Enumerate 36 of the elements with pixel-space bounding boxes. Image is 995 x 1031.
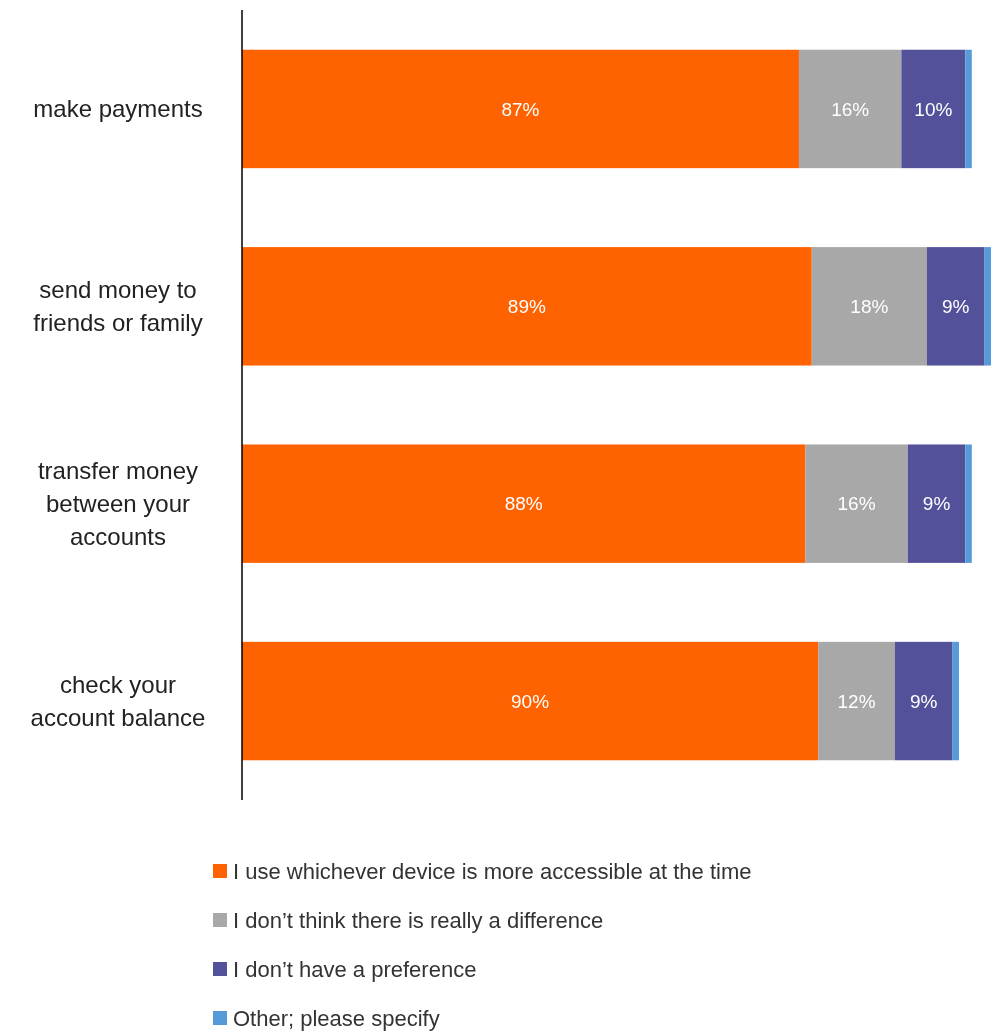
data-label: 89%	[507, 295, 546, 317]
legend-label: I don’t think there is really a difference	[233, 907, 604, 933]
bar	[798, 49, 902, 169]
data-label: 18%	[850, 295, 889, 317]
y-tick-label: make payments	[33, 95, 203, 123]
bar	[926, 247, 985, 366]
bar	[952, 641, 959, 761]
legend-label: Other; please specify	[233, 1005, 440, 1031]
bar	[242, 247, 812, 366]
bar	[965, 444, 972, 563]
bar	[984, 247, 991, 366]
data-label: 10%	[914, 98, 953, 120]
data-label: 88%	[504, 493, 543, 515]
data-label: 90%	[511, 690, 550, 712]
legend-label: I don’t have a preference	[233, 956, 477, 982]
data-label: 16%	[831, 98, 870, 120]
data-label: 9%	[922, 493, 951, 515]
bar	[805, 444, 908, 563]
bar	[811, 247, 927, 366]
legend-label: I use whichever device is more accessible at the time	[233, 858, 752, 884]
data-label: 16%	[837, 493, 876, 515]
bar	[818, 641, 895, 761]
y-tick-label: check your account balance	[30, 670, 206, 731]
bar	[242, 49, 799, 169]
bar	[901, 49, 966, 169]
bar	[242, 641, 819, 761]
bar	[242, 444, 806, 563]
data-label: 9%	[942, 295, 970, 317]
bar	[907, 444, 966, 563]
y-tick-label: transfer money between your accounts	[37, 457, 199, 551]
data-label: 87%	[501, 98, 540, 120]
bar	[894, 641, 953, 761]
data-label: 9%	[910, 690, 938, 712]
bar	[965, 49, 972, 169]
data-label: 12%	[837, 690, 876, 712]
y-tick-label: send money to friends or family	[33, 276, 203, 337]
